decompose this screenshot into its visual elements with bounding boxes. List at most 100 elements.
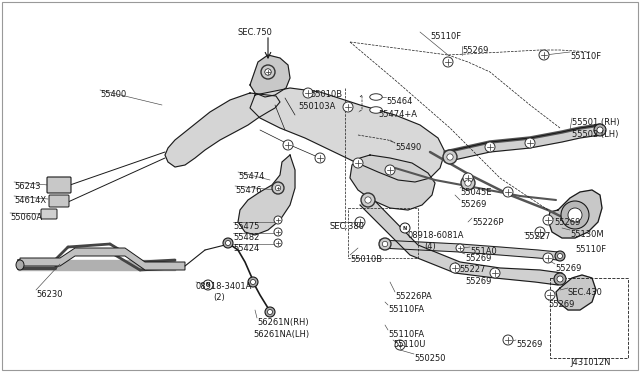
Circle shape: [250, 279, 255, 285]
Circle shape: [265, 69, 271, 75]
Text: 551A0: 551A0: [470, 247, 497, 256]
Text: 55110F: 55110F: [430, 32, 461, 41]
Circle shape: [503, 187, 513, 197]
Text: 55474+A: 55474+A: [378, 110, 417, 119]
Ellipse shape: [16, 260, 24, 270]
FancyBboxPatch shape: [49, 195, 69, 207]
Polygon shape: [445, 125, 600, 162]
Polygon shape: [250, 88, 445, 182]
FancyBboxPatch shape: [47, 177, 71, 193]
Ellipse shape: [370, 107, 382, 113]
Text: 08918-6081A: 08918-6081A: [408, 231, 465, 240]
Text: 55110F: 55110F: [570, 52, 601, 61]
Circle shape: [223, 238, 233, 248]
Text: 55227: 55227: [524, 232, 550, 241]
Circle shape: [525, 138, 535, 148]
Text: 55424: 55424: [233, 244, 259, 253]
Circle shape: [283, 140, 293, 150]
Circle shape: [276, 186, 280, 190]
Text: 55227: 55227: [459, 265, 485, 274]
Circle shape: [225, 241, 230, 246]
Text: 55400: 55400: [100, 90, 126, 99]
Circle shape: [554, 273, 566, 285]
Text: N: N: [403, 225, 407, 231]
Circle shape: [594, 124, 606, 136]
Circle shape: [465, 180, 471, 186]
Polygon shape: [380, 240, 558, 260]
Polygon shape: [350, 155, 435, 210]
Circle shape: [303, 88, 313, 98]
Circle shape: [382, 241, 388, 247]
Circle shape: [343, 102, 353, 112]
Text: 55476: 55476: [235, 186, 262, 195]
Circle shape: [385, 165, 395, 175]
Text: J431012N: J431012N: [570, 358, 611, 367]
Circle shape: [539, 50, 549, 60]
Polygon shape: [556, 275, 596, 310]
Circle shape: [265, 69, 271, 75]
Circle shape: [555, 251, 565, 261]
Text: 55269: 55269: [548, 300, 574, 309]
Circle shape: [568, 208, 582, 222]
Circle shape: [265, 307, 275, 317]
Text: 55475: 55475: [233, 222, 259, 231]
Circle shape: [443, 57, 453, 67]
Circle shape: [447, 154, 453, 160]
Circle shape: [456, 244, 464, 252]
Circle shape: [490, 268, 500, 278]
Polygon shape: [20, 248, 185, 270]
FancyBboxPatch shape: [41, 209, 57, 219]
Text: 55110FA: 55110FA: [388, 330, 424, 339]
Text: 55010B: 55010B: [310, 90, 342, 99]
Circle shape: [365, 197, 371, 203]
Text: 56261N(RH): 56261N(RH): [257, 318, 308, 327]
Circle shape: [543, 253, 553, 263]
Circle shape: [315, 153, 325, 163]
Text: 55482: 55482: [233, 233, 259, 242]
Circle shape: [353, 158, 363, 168]
Circle shape: [443, 150, 457, 164]
Text: 55130M: 55130M: [570, 230, 604, 239]
Circle shape: [361, 193, 375, 207]
Ellipse shape: [370, 94, 382, 100]
Text: 55490: 55490: [395, 143, 421, 152]
Text: SEC.430: SEC.430: [568, 288, 603, 297]
Circle shape: [274, 228, 282, 236]
Text: 56230: 56230: [36, 290, 63, 299]
Circle shape: [355, 217, 365, 227]
Text: 08918-3401A: 08918-3401A: [196, 282, 252, 291]
Text: 55010B: 55010B: [350, 255, 382, 264]
Circle shape: [450, 263, 460, 273]
Circle shape: [597, 127, 603, 133]
Circle shape: [543, 215, 553, 225]
Text: 55226P: 55226P: [472, 218, 504, 227]
Text: SEC.380: SEC.380: [330, 222, 365, 231]
Circle shape: [274, 216, 282, 224]
Text: SEC.750: SEC.750: [238, 28, 273, 37]
Circle shape: [545, 290, 555, 300]
Text: 56243: 56243: [14, 182, 40, 191]
Text: 55110FA: 55110FA: [388, 305, 424, 314]
Polygon shape: [165, 93, 280, 167]
Polygon shape: [18, 260, 175, 270]
Text: 550103A: 550103A: [298, 102, 335, 111]
Circle shape: [400, 223, 410, 233]
Text: 55464: 55464: [386, 97, 412, 106]
Polygon shape: [548, 190, 602, 238]
Text: 54614X: 54614X: [14, 196, 46, 205]
Circle shape: [557, 276, 563, 282]
Text: 55045E: 55045E: [460, 188, 492, 197]
Text: (4): (4): [424, 242, 436, 251]
Text: (2): (2): [213, 293, 225, 302]
Text: 55474: 55474: [238, 172, 264, 181]
Text: 55110U: 55110U: [393, 340, 426, 349]
Text: 55269: 55269: [465, 277, 492, 286]
Text: 55501 (RH): 55501 (RH): [572, 118, 620, 127]
Text: 55269: 55269: [554, 218, 580, 227]
Polygon shape: [360, 196, 562, 285]
Circle shape: [275, 185, 281, 191]
Text: 55269: 55269: [462, 46, 488, 55]
Text: 55110F: 55110F: [575, 245, 606, 254]
Polygon shape: [238, 155, 295, 235]
Circle shape: [248, 277, 258, 287]
